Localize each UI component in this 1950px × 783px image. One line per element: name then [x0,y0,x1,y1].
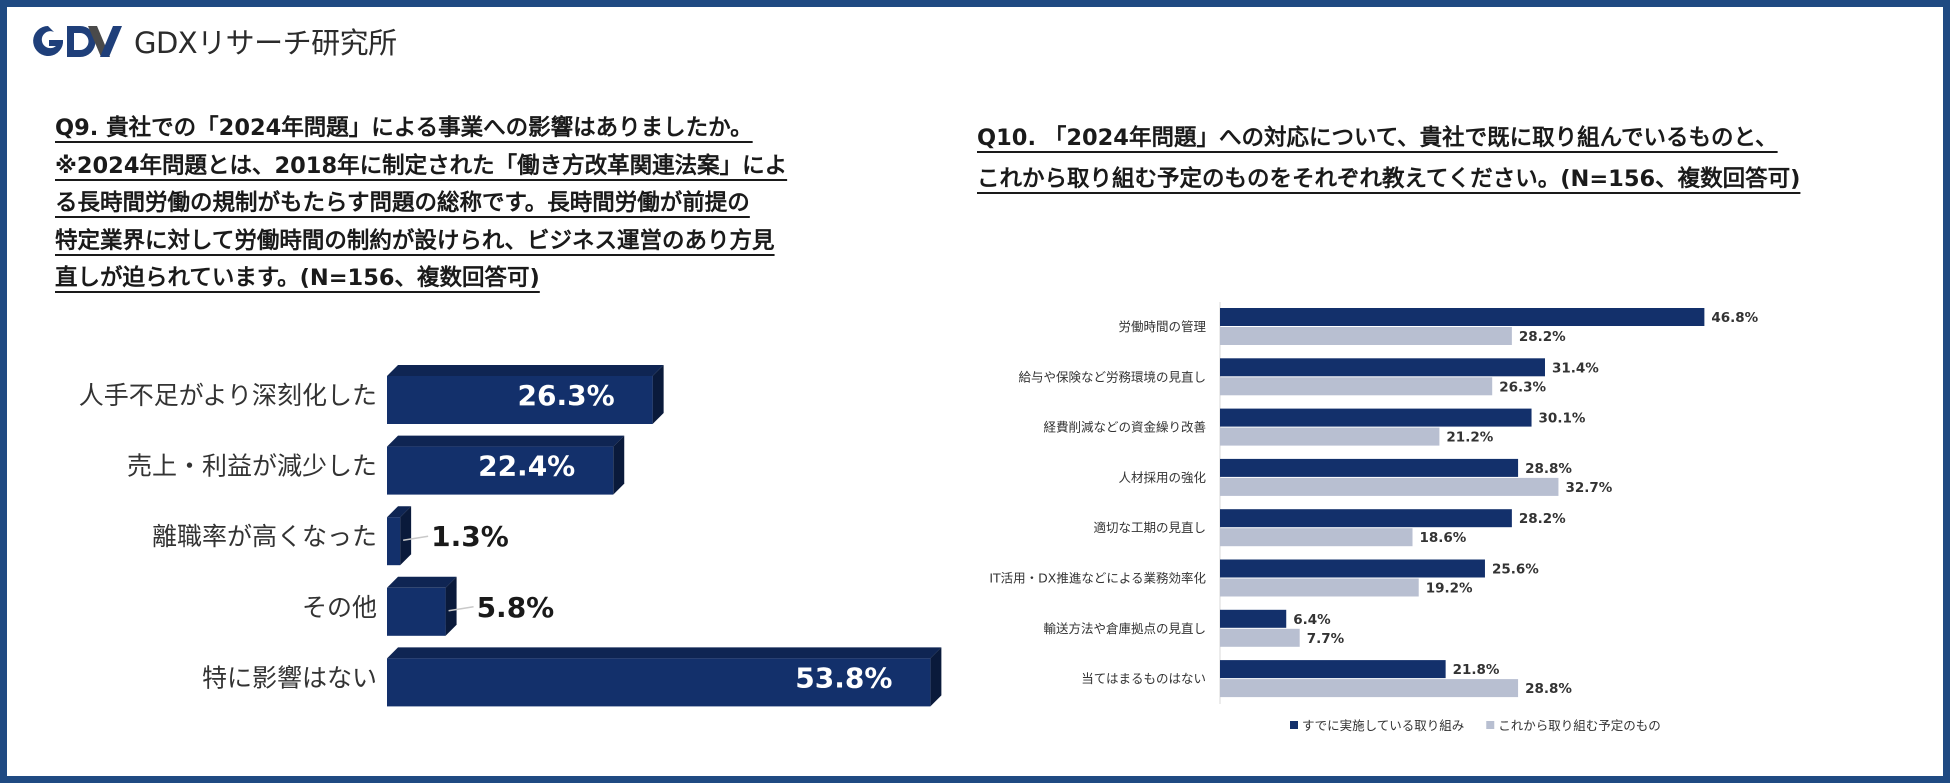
q10-category-label: 当てはまるものはない [1081,671,1206,686]
logo-text: GDXリサーチ研究所 [134,26,397,60]
q10-value-label: 25.6% [1492,562,1539,578]
q9-bar [387,517,401,566]
q10-value-label: 6.4% [1293,612,1331,628]
q10-value-label: 28.2% [1519,329,1566,345]
q9-bar-top-face [387,506,412,518]
q10-value-label: 46.8% [1711,310,1758,326]
q10-bar [1220,427,1440,446]
q10-bar [1220,609,1287,628]
q9-label-leader-line [403,535,429,541]
q9-bar-top-face [387,365,664,376]
q9-bar [387,658,931,707]
q9-category-label: 人手不足がより深刻化した [79,381,377,410]
q10-question-title: Q10. 「2024年問題」への対応について、貴社で既に取り組んでいるものと、 … [977,118,1800,200]
q9-bar-side-face [930,647,942,707]
q10-value-label: 28.2% [1519,511,1566,527]
q9-bar-top-face [387,647,942,659]
q10-category-label: IT活用・DX推進などによる業務効率化 [989,571,1206,586]
q10-value-label: 18.6% [1420,530,1467,546]
q9-title-line: る長時間労働の規制がもたらす問題の総称です。長時間労働が前提の [55,190,750,216]
q9-value-label: 26.3% [517,379,614,412]
q9-title-line: Q9. 貴社での「2024年問題」による事業への影響はありましたか。 [55,115,753,141]
q10-bar [1220,660,1446,679]
q10-bar [1220,528,1413,547]
q10-title-line: Q10. 「2024年問題」への対応について、貴社で既に取り組んでいるものと、 [977,125,1778,151]
q10-value-label: 21.8% [1453,662,1500,678]
gdx-logo: GDXリサーチ研究所 [30,20,397,62]
q9-category-label: 売上・利益が減少した [127,452,377,481]
q9-value-label: 1.3% [431,520,509,553]
q9-value-label: 53.8% [795,661,892,694]
q10-bar [1220,377,1493,396]
q10-value-label: 26.3% [1499,379,1546,395]
q10-bar [1220,327,1512,345]
q10-bar [1220,358,1545,377]
q9-category-label: その他 [302,593,377,622]
q9-title-line: 特定業界に対して労働時間の制約が設けられ、ビジネス運営のあり方見 [55,227,775,254]
q10-bar [1220,509,1512,528]
q9-title-line: 直しが迫られています。(N=156、複数回答可) [55,265,540,291]
q9-bar-side-face [652,365,664,424]
q10-bar [1220,458,1519,477]
q9-bar [387,587,446,636]
q9-bar-side-face [445,576,457,636]
q10-value-label: 28.8% [1525,681,1572,697]
q10-bar [1220,679,1519,698]
q9-question-title: Q9. 貴社での「2024年問題」による事業への影響はありましたか。 ※2024… [55,110,845,298]
q10-value-label: 32.7% [1565,480,1612,496]
q9-bar-top-face [387,435,625,447]
q10-category-label: 輸送方法や倉庫拠点の見直し [1043,621,1206,636]
q9-value-label: 22.4% [478,450,575,483]
q10-value-label: 7.7% [1307,631,1345,647]
q10-bar [1220,628,1300,647]
q9-bar [387,446,614,495]
q10-legend-swatch [1290,721,1298,729]
q9-title-line: ※2024年問題とは、2018年に制定された「働き方改革関連法案」によ [55,152,788,179]
q10-legend-label: これから取り組む予定のもの [1498,718,1661,733]
q10-bar [1220,308,1705,326]
q10-bar [1220,559,1485,578]
q10-value-label: 21.2% [1446,430,1493,446]
q10-category-label: 適切な工期の見直し [1093,520,1206,535]
q10-value-label: 30.1% [1539,411,1586,427]
q9-bar [387,376,653,424]
q9-value-label: 5.8% [477,591,555,624]
gdx-logo-icon [33,26,122,57]
q10-legend-label: すでに実施している取り組み [1302,718,1464,733]
q9-bar-side-face [613,435,625,495]
q10-bar [1220,477,1559,496]
q10-title-line: これから取り組む予定のものをそれぞれ教えてください。(N=156、複数回答可) [977,166,1801,192]
q9-category-label: 離職率が高くなった [152,522,377,551]
q10-category-label: 人材採用の強化 [1118,470,1206,485]
q10-category-label: 経費削減などの資金繰り改善 [1043,420,1206,435]
q10-bar [1220,578,1419,597]
q10-category-label: 給与や保険など労務環境の見直し [1018,369,1206,384]
q10-legend-swatch [1486,721,1495,729]
q10-value-label: 31.4% [1552,360,1599,376]
q9-category-label: 特に影響はない [202,663,377,692]
q10-category-label: 労働時間の管理 [1118,319,1206,334]
q10-value-label: 19.2% [1426,581,1473,597]
q10-value-label: 28.8% [1525,461,1572,477]
q9-bar-top-face [387,576,457,588]
q10-bar [1220,408,1532,427]
q9-label-leader-line [448,606,474,612]
q9-bar-side-face [400,506,412,566]
